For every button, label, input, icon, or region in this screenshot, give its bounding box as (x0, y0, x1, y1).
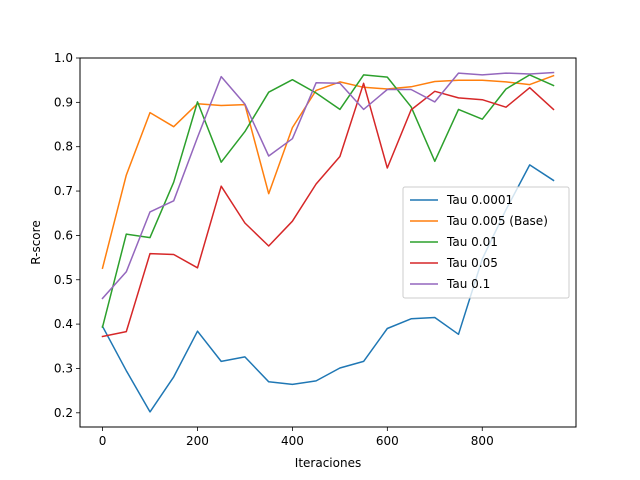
legend-entry-label: Tau 0.005 (Base) (446, 214, 548, 228)
legend-entry-label: Tau 0.05 (446, 256, 498, 270)
axes-frame (79, 57, 577, 428)
y-tick-label: 0.7 (54, 184, 73, 198)
legend: Tau 0.0001 Tau 0.005 (Base) Tau 0.01 Tau 0.… (402, 186, 570, 299)
y-tick-label: 1.0 (54, 51, 73, 65)
legend-entry-label: Tau 0.1 (446, 277, 490, 291)
y-tick-label: 0.5 (54, 273, 73, 287)
series-line-4 (101, 82, 555, 338)
y-tick-label: 0.8 (54, 140, 73, 154)
legend-entry-label: Tau 0.0001 (446, 193, 513, 207)
y-tick-label: 0.3 (54, 361, 73, 375)
y-tick-label: 0.6 (54, 228, 73, 242)
x-axis: 0 200 400 600 800 (99, 427, 494, 448)
x-tick-label: 0 (99, 434, 107, 448)
y-axis: 0.2 0.3 0.4 0.5 0.6 0.7 0.8 0.9 1.0 (54, 51, 80, 420)
series-line-2 (101, 74, 555, 270)
x-tick-label: 600 (376, 434, 399, 448)
x-tick-label: 200 (186, 434, 209, 448)
x-tick-label: 400 (281, 434, 304, 448)
y-tick-label: 0.4 (54, 317, 73, 331)
x-axis-label: Iteraciones (295, 456, 361, 470)
series-line-3 (101, 74, 555, 329)
legend-box (402, 186, 570, 299)
y-tick-label: 0.9 (54, 95, 73, 109)
y-axis-label: R-score (29, 220, 43, 264)
series-line-5 (101, 71, 555, 300)
y-tick-label: 0.2 (54, 406, 73, 420)
legend-entry-label: Tau 0.01 (446, 235, 498, 249)
x-tick-label: 800 (471, 434, 494, 448)
